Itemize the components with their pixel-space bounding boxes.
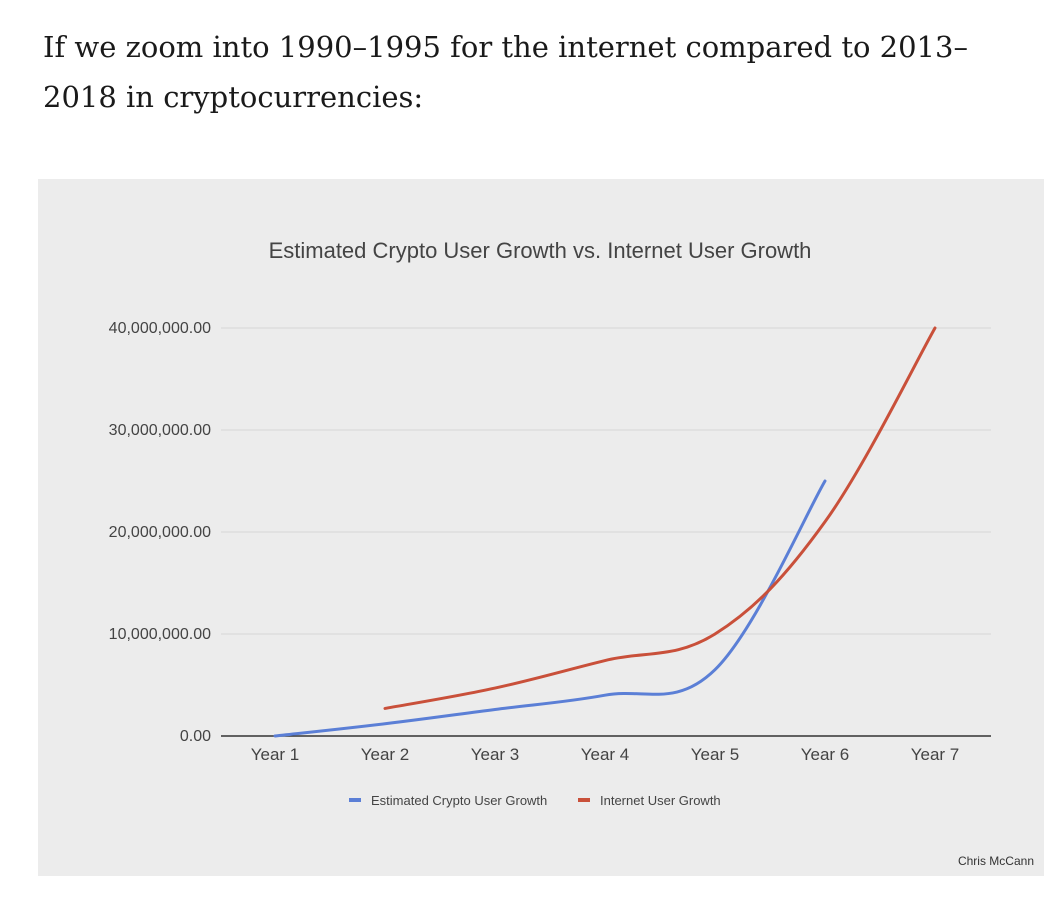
- y-tick-label: 20,000,000.00: [109, 524, 211, 541]
- chart-legend: Estimated Crypto User Growth Internet Use…: [349, 793, 721, 808]
- x-tick-label: Year 3: [471, 745, 520, 764]
- x-tick-label: Year 1: [251, 745, 300, 764]
- x-tick-label: Year 5: [691, 745, 740, 764]
- line-chart: Estimated Crypto User Growth vs. Interne…: [109, 238, 991, 808]
- series-line-internet: [383, 326, 937, 710]
- chart-title: Estimated Crypto User Growth vs. Interne…: [269, 238, 812, 263]
- y-tick-label: 40,000,000.00: [109, 320, 211, 337]
- series-lines: [273, 326, 937, 738]
- intro-paragraph: If we zoom into 1990–1995 for the intern…: [43, 30, 968, 114]
- x-axis-ticks: Year 1 Year 2 Year 3 Year 4 Year 5 Year 6 Year…: [251, 745, 960, 764]
- y-tick-label: 0.00: [180, 728, 211, 745]
- legend-swatch: [349, 798, 361, 802]
- x-tick-label: Year 2: [361, 745, 410, 764]
- series-line-crypto: [273, 479, 827, 738]
- chart-credit: Chris McCann: [957, 854, 1034, 868]
- y-tick-label: 10,000,000.00: [109, 626, 211, 643]
- y-axis-ticks: 0.00 10,000,000.00 20,000,000.00 30,000,000…: [109, 320, 211, 745]
- legend-label: Internet User Growth: [600, 793, 721, 808]
- grid-lines: [221, 327, 991, 737]
- legend-label: Estimated Crypto User Growth: [371, 793, 547, 808]
- chart-card: Estimated Crypto User Growth vs. Interne…: [38, 179, 1044, 876]
- x-tick-label: Year 7: [911, 745, 960, 764]
- x-tick-label: Year 6: [801, 745, 850, 764]
- x-tick-label: Year 4: [581, 745, 630, 764]
- y-tick-label: 30,000,000.00: [109, 422, 211, 439]
- legend-swatch: [578, 798, 590, 802]
